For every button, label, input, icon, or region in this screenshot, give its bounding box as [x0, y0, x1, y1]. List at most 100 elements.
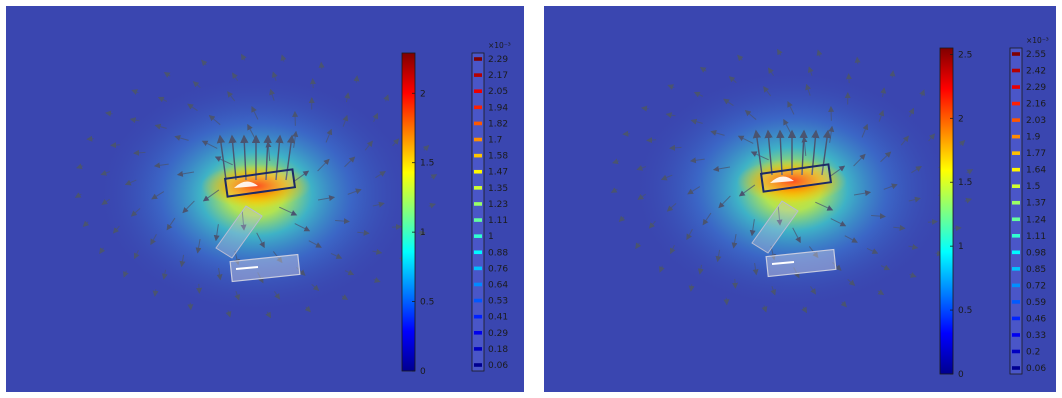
- field-arrow: [130, 207, 141, 217]
- legend-level-swatch: [1012, 134, 1020, 139]
- legend-exponent: ×10⁻³: [488, 41, 511, 50]
- field-arrow: [214, 156, 233, 166]
- field-arrow: [234, 291, 241, 301]
- field-arrow: [192, 81, 201, 89]
- field-arrow: [699, 66, 707, 73]
- field-arrow: [828, 165, 846, 178]
- field-arrow: [815, 201, 834, 211]
- colorbar-tick-label: 0.5: [958, 306, 972, 316]
- field-arrow: [966, 169, 974, 175]
- field-arrow: [958, 139, 966, 147]
- field-arrow: [893, 224, 906, 231]
- field-arrow: [908, 243, 919, 250]
- field-arrow: [646, 137, 657, 144]
- field-arrow: [689, 157, 705, 164]
- field-arrow: [670, 244, 676, 255]
- field-arrow: [659, 265, 665, 273]
- field-arrow: [153, 162, 169, 169]
- field-arrow: [422, 144, 430, 152]
- field-arrow: [392, 138, 400, 147]
- field-plot-left-canvas: 0 0.5 1 1.5 2 ×10⁻³ 2.29 2.17 2.05 1.94 1.82 1.7 1.5…: [6, 6, 524, 392]
- field-arrow: [257, 272, 264, 284]
- field-arrow: [294, 223, 311, 232]
- field-arrow: [225, 310, 232, 318]
- field-arrow: [911, 166, 922, 174]
- field-arrow: [749, 219, 756, 237]
- field-arrow: [296, 266, 306, 276]
- field-arrow: [195, 238, 202, 254]
- colorbar-tick-label: 1: [958, 242, 964, 252]
- field-arrow: [919, 89, 925, 97]
- field-arrow: [216, 134, 227, 181]
- field-arrow: [187, 103, 198, 111]
- legend-level-swatch: [474, 153, 482, 158]
- legend-exponent: ×10⁻³: [1026, 36, 1049, 45]
- lead-segment: [215, 205, 263, 259]
- legend-level-label: 0.41: [488, 313, 508, 323]
- legend-level-label: 0.88: [488, 248, 508, 258]
- field-arrow: [853, 190, 872, 197]
- legend-level-swatch: [1012, 85, 1020, 89]
- colorbar-tick-label: 0.5: [420, 298, 434, 308]
- field-arrow: [373, 277, 381, 283]
- colorbar-tick-label: 2: [958, 114, 964, 124]
- field-arrow: [752, 129, 763, 176]
- field-arrow: [357, 229, 370, 236]
- field-arrow: [688, 284, 695, 292]
- field-arrow: [104, 110, 113, 117]
- field-arrow: [715, 249, 722, 263]
- field-arrow: [900, 135, 909, 146]
- legend-level-swatch: [1012, 267, 1020, 271]
- legend-level-swatch: [474, 266, 482, 271]
- colorbar-tick-label: 1.5: [958, 178, 972, 188]
- field-arrow: [728, 76, 737, 84]
- field-arrow: [353, 75, 360, 83]
- field-arrow: [202, 189, 220, 202]
- legend-level-swatch: [1012, 118, 1020, 122]
- colorbar-tick-label: 2.5: [958, 50, 972, 60]
- legend-level-label: 1.24: [1026, 215, 1046, 225]
- field-arrow: [150, 233, 157, 246]
- field-arrow: [723, 297, 730, 306]
- field-arrow: [908, 196, 921, 203]
- contour-legend: [1009, 47, 1023, 375]
- field-arrow: [227, 91, 236, 102]
- field-arrow: [731, 233, 738, 249]
- legend-level-label: 0.18: [488, 345, 508, 355]
- legend-level-swatch: [1012, 167, 1020, 172]
- field-arrow: [866, 247, 879, 254]
- legend-level-label: 1.58: [488, 152, 508, 162]
- field-arrow: [811, 129, 820, 176]
- legend-level-label: 0.29: [488, 329, 508, 339]
- field-arrow: [832, 261, 842, 271]
- field-arrow: [292, 170, 310, 183]
- field-arrow: [279, 206, 298, 216]
- field-arrow: [830, 218, 847, 227]
- field-arrow: [810, 286, 817, 295]
- field-arrow: [110, 142, 121, 149]
- field-arrow: [309, 78, 316, 89]
- legend-level-swatch: [1012, 217, 1020, 222]
- field-arrow: [847, 278, 856, 286]
- coil-highlight: [770, 176, 794, 183]
- legend-level-label: 2.55: [1026, 50, 1046, 60]
- legend-level-swatch: [1012, 366, 1020, 370]
- field-arrow: [133, 149, 146, 156]
- legend-level-swatch: [474, 250, 482, 255]
- legend-level-label: 2.17: [488, 71, 508, 81]
- field-arrow: [342, 114, 349, 127]
- field-arrow: [318, 61, 325, 70]
- legend-level-swatch: [1012, 101, 1020, 106]
- field-arrow: [187, 302, 194, 311]
- legend-level-label: 0.06: [1026, 364, 1046, 374]
- legend-level-label: 1.77: [1026, 149, 1046, 159]
- legend-level-label: 1: [488, 232, 494, 242]
- field-arrow: [648, 220, 656, 229]
- field-arrow: [154, 123, 167, 130]
- legend-level-label: 1.64: [1026, 166, 1046, 176]
- field-arrow: [372, 248, 383, 255]
- field-arrow: [265, 311, 271, 319]
- field-arrow: [693, 91, 704, 98]
- field-arrow: [738, 184, 756, 197]
- field-arrow: [123, 270, 129, 278]
